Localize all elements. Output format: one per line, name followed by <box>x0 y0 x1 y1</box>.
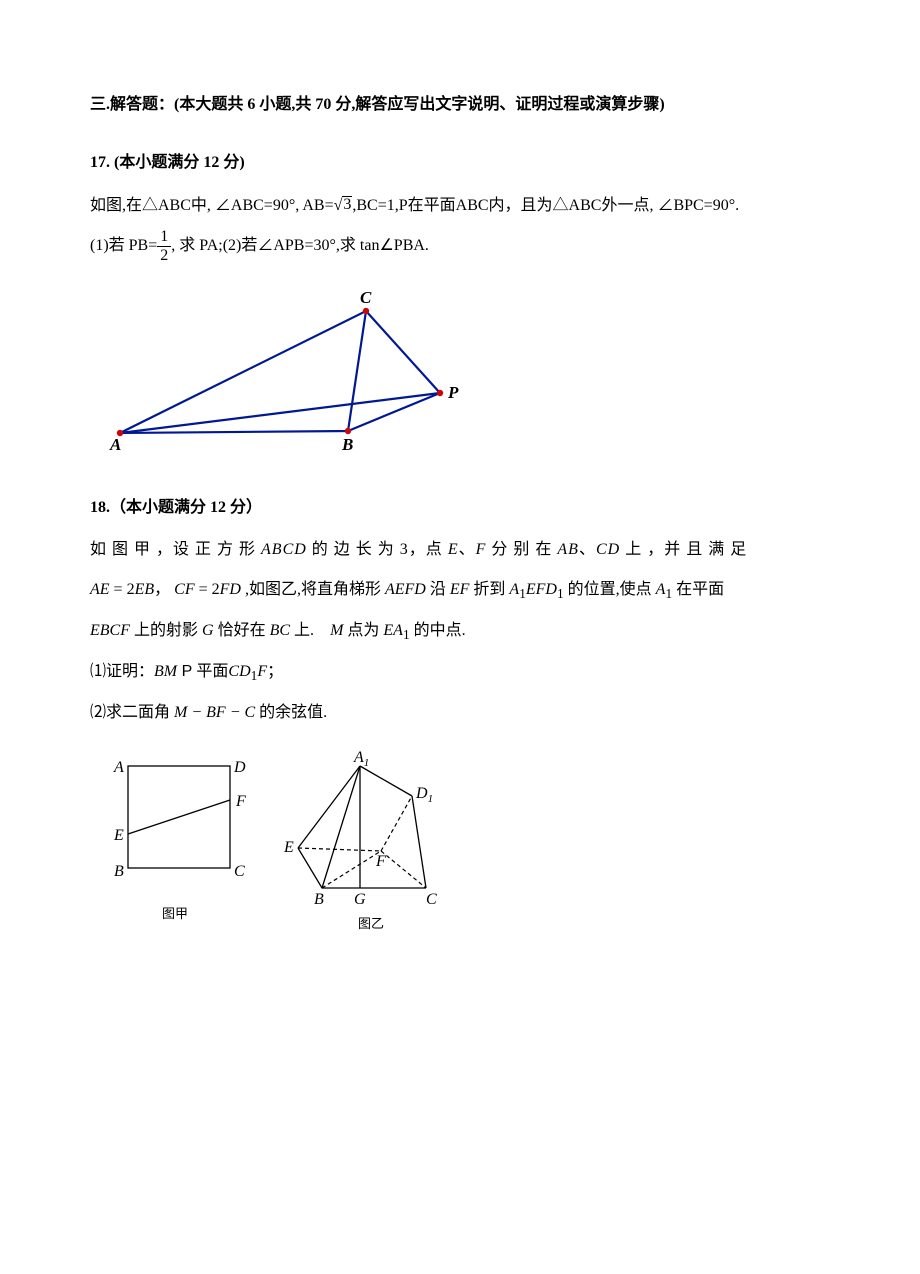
problem-18-sub2: ⑵求二面角 M − BF − C 的余弦值. <box>90 696 830 730</box>
figure-17-wrap: A B C P <box>90 283 830 453</box>
AE: AE <box>90 581 110 598</box>
F: F <box>476 541 487 558</box>
BM: BM <box>154 663 177 680</box>
abcd: ABCD <box>261 541 307 558</box>
t: 、 <box>579 541 596 558</box>
E: E <box>448 541 459 558</box>
parallel-symbol: P <box>177 663 196 680</box>
problem-17-text: 如图,在△ABC中, ∠ABC=90°, AB=√3,BC=1,P在平面ABC内… <box>90 189 830 223</box>
EB: EB <box>135 581 155 598</box>
caption-jia: 图甲 <box>100 902 250 927</box>
section-header: 三.解答题：(本大题共 6 小题,共 70 分,解答应写出文字说明、证明过程或演… <box>90 90 830 120</box>
t: ⑵求二面角 <box>90 704 174 721</box>
figure-yi: A1 D1 E F B G C 图乙 <box>276 748 466 937</box>
AEFD: AEFD <box>385 581 426 598</box>
figures-18: A D E F B C 图甲 <box>100 748 830 937</box>
jia-C: C <box>234 863 245 880</box>
CD1F: CD1F <box>228 663 267 680</box>
CF: CF <box>174 581 194 598</box>
problem-17-subparts: (1)若 PB=12, 求 PA;(2)若∠APB=30°,求 tan∠PBA. <box>90 228 830 264</box>
EA1: EA1 <box>383 622 409 639</box>
t: ⑴证明： <box>90 663 154 680</box>
t: 点为 <box>343 622 383 639</box>
q17-sub1-post: , 求 PA;(2)若∠APB=30°,求 tan∠PBA. <box>171 237 429 254</box>
jia-A: A <box>113 759 124 776</box>
t: 、 <box>459 541 476 558</box>
t: 分 别 在 <box>486 541 557 558</box>
figure-jia-svg: A D E F B C <box>100 748 250 898</box>
EBCF: EBCF <box>90 622 130 639</box>
figure-17-svg: A B C P <box>90 283 470 453</box>
t: 上. <box>290 622 330 639</box>
jia-F: F <box>235 793 246 810</box>
jia-D: D <box>233 759 246 776</box>
t: 的位置,使点 <box>564 581 656 598</box>
problem-18-sub1: ⑴证明：BM P 平面CD1F； <box>90 655 830 690</box>
t: 如 图 甲 ，设 正 方 形 <box>90 541 261 558</box>
q17-line1-pre: 如图,在△ABC中, ∠ABC=90°, AB= <box>90 197 334 214</box>
A1EFD1: A1EFD1 <box>509 581 563 598</box>
problem-18-body-line1: 如 图 甲 ，设 正 方 形 ABCD 的 边 长 为 3，点 E、F 分 别 … <box>90 533 830 567</box>
comma: ， <box>154 581 170 598</box>
problem-18-body-line2: AE = 2EB， CF = 2FD ,如图乙,将直角梯形 AEFD 沿 EF … <box>90 573 830 608</box>
t: 沿 <box>426 581 450 598</box>
t: 在平面 <box>672 581 724 598</box>
label-C: C <box>360 288 372 307</box>
MBFC: M − BF − C <box>174 704 255 721</box>
t: 的 边 长 为 3，点 <box>307 541 448 558</box>
figure-yi-svg: A1 D1 E F B G C <box>276 748 466 908</box>
problem-18-number: 18.（本小题满分 12 分） <box>90 499 262 516</box>
sqrt-3: √3 <box>334 197 353 214</box>
problem-18-head: 18.（本小题满分 12 分） <box>90 493 830 523</box>
yi-B: B <box>314 891 324 908</box>
t: 折到 <box>469 581 509 598</box>
yi-E: E <box>283 839 294 856</box>
yi-D1: D1 <box>415 785 433 805</box>
t: ,如图乙,将直角梯形 <box>241 581 385 598</box>
t: 上的射影 <box>130 622 202 639</box>
AB: AB <box>557 541 579 558</box>
q17-sub1-pre: (1)若 PB= <box>90 237 157 254</box>
jia-B: B <box>114 863 124 880</box>
label-P: P <box>447 383 459 402</box>
A1: A1 <box>656 581 672 598</box>
problem-18-body-line3: EBCF 上的射影 G 恰好在 BC 上. M 点为 EA1 的中点. <box>90 614 830 649</box>
t: 的中点. <box>410 622 466 639</box>
problem-17: 17. (本小题满分 12 分) 如图,在△ABC中, ∠ABC=90°, AB… <box>90 148 830 452</box>
label-A: A <box>109 435 121 453</box>
t: 的余弦值. <box>255 704 327 721</box>
q17-line1-post: ,BC=1,P在平面ABC内，且为△ABC外一点, ∠BPC=90°. <box>352 197 739 214</box>
label-B: B <box>341 435 353 453</box>
figure-jia: A D E F B C 图甲 <box>100 748 250 927</box>
FD: FD <box>220 581 241 598</box>
eq: = 2 <box>110 581 135 598</box>
problem-18: 18.（本小题满分 12 分） 如 图 甲 ，设 正 方 形 ABCD 的 边 … <box>90 493 830 937</box>
fraction-one-half: 12 <box>157 228 171 264</box>
yi-G: G <box>354 891 366 908</box>
BC: BC <box>270 622 290 639</box>
t: 平面 <box>196 663 228 680</box>
jia-E: E <box>113 827 124 844</box>
problem-17-head: 17. (本小题满分 12 分) <box>90 148 830 178</box>
EF: EF <box>450 581 470 598</box>
caption-yi: 图乙 <box>276 912 466 937</box>
yi-C: C <box>426 891 437 908</box>
CD: CD <box>596 541 620 558</box>
yi-F: F <box>375 853 386 870</box>
eq: = 2 <box>195 581 220 598</box>
G: G <box>202 622 214 639</box>
t: ； <box>267 663 283 680</box>
t: 恰好在 <box>214 622 270 639</box>
M: M <box>330 622 343 639</box>
t: 上 ，并 且 满 足 <box>620 541 747 558</box>
problem-17-number: 17. (本小题满分 12 分) <box>90 154 245 171</box>
